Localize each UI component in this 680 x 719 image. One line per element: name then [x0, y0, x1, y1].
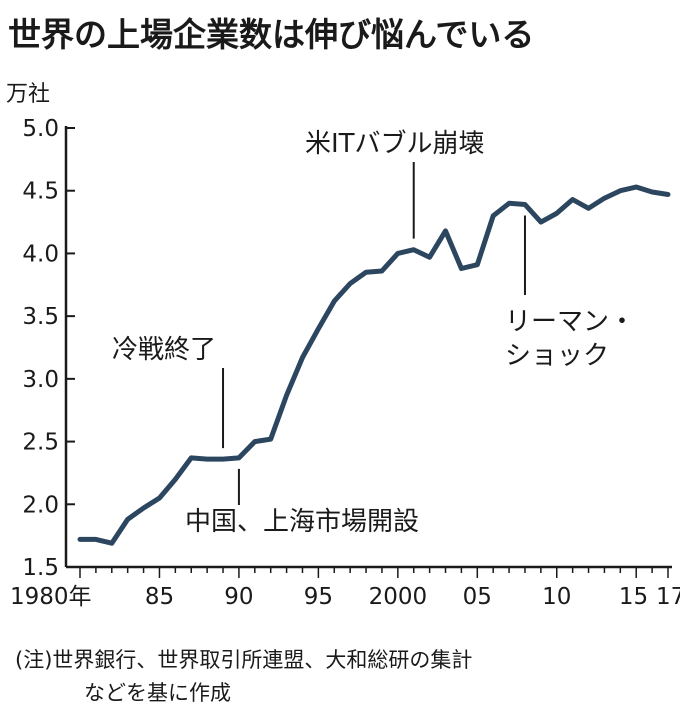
axes [64, 126, 672, 569]
y-tick-label: 3.5 [22, 304, 59, 330]
annotation-label: 冷戦終了 [112, 335, 216, 365]
x-tick-label: 95 [304, 584, 333, 610]
y-tick-label: 3.0 [22, 367, 59, 393]
source-note-line2: などを基に作成 [84, 681, 231, 705]
series [77, 184, 671, 546]
y-tick-label: 2.0 [22, 492, 59, 518]
annotation-label: 米ITバブル崩壊 [305, 129, 485, 159]
y-tick-label: 1.5 [22, 555, 59, 581]
series-line [77, 184, 671, 546]
y-tick-label: 2.5 [22, 430, 59, 456]
x-tick-label: 17 [656, 584, 680, 610]
annotation-label: 中国、上海市場開設 [185, 507, 419, 537]
x-tick-label: 05 [463, 584, 492, 610]
chart-title: 世界の上場企業数は伸び悩んでいる [8, 15, 534, 54]
x-tick-label: 10 [542, 584, 571, 610]
y-tick-label: 4.0 [22, 241, 59, 267]
x-tick-label: 90 [224, 584, 253, 610]
x-tick-label: 2000 [369, 584, 428, 610]
y-axis-unit: 万社 [6, 82, 50, 107]
y-ticks: 5.0 4.5 4.0 3.5 3.0 2.5 2.0 1.5 [22, 116, 75, 581]
annotation-label: ショック [505, 341, 609, 371]
x-tick-label: 85 [145, 584, 174, 610]
y-tick-label: 5.0 [22, 116, 59, 142]
annotation-label: リーマン・ [505, 307, 635, 337]
x-tick-label: 1980年 [10, 584, 92, 610]
x-tick-label: 15 [619, 584, 648, 610]
source-note-line1: (注)世界銀行、世界取引所連盟、大和総研の集計 [15, 648, 472, 672]
x-ticks: 1980年 85 90 95 2000 05 10 15 17 [10, 567, 680, 610]
y-tick-label: 4.5 [22, 179, 59, 205]
